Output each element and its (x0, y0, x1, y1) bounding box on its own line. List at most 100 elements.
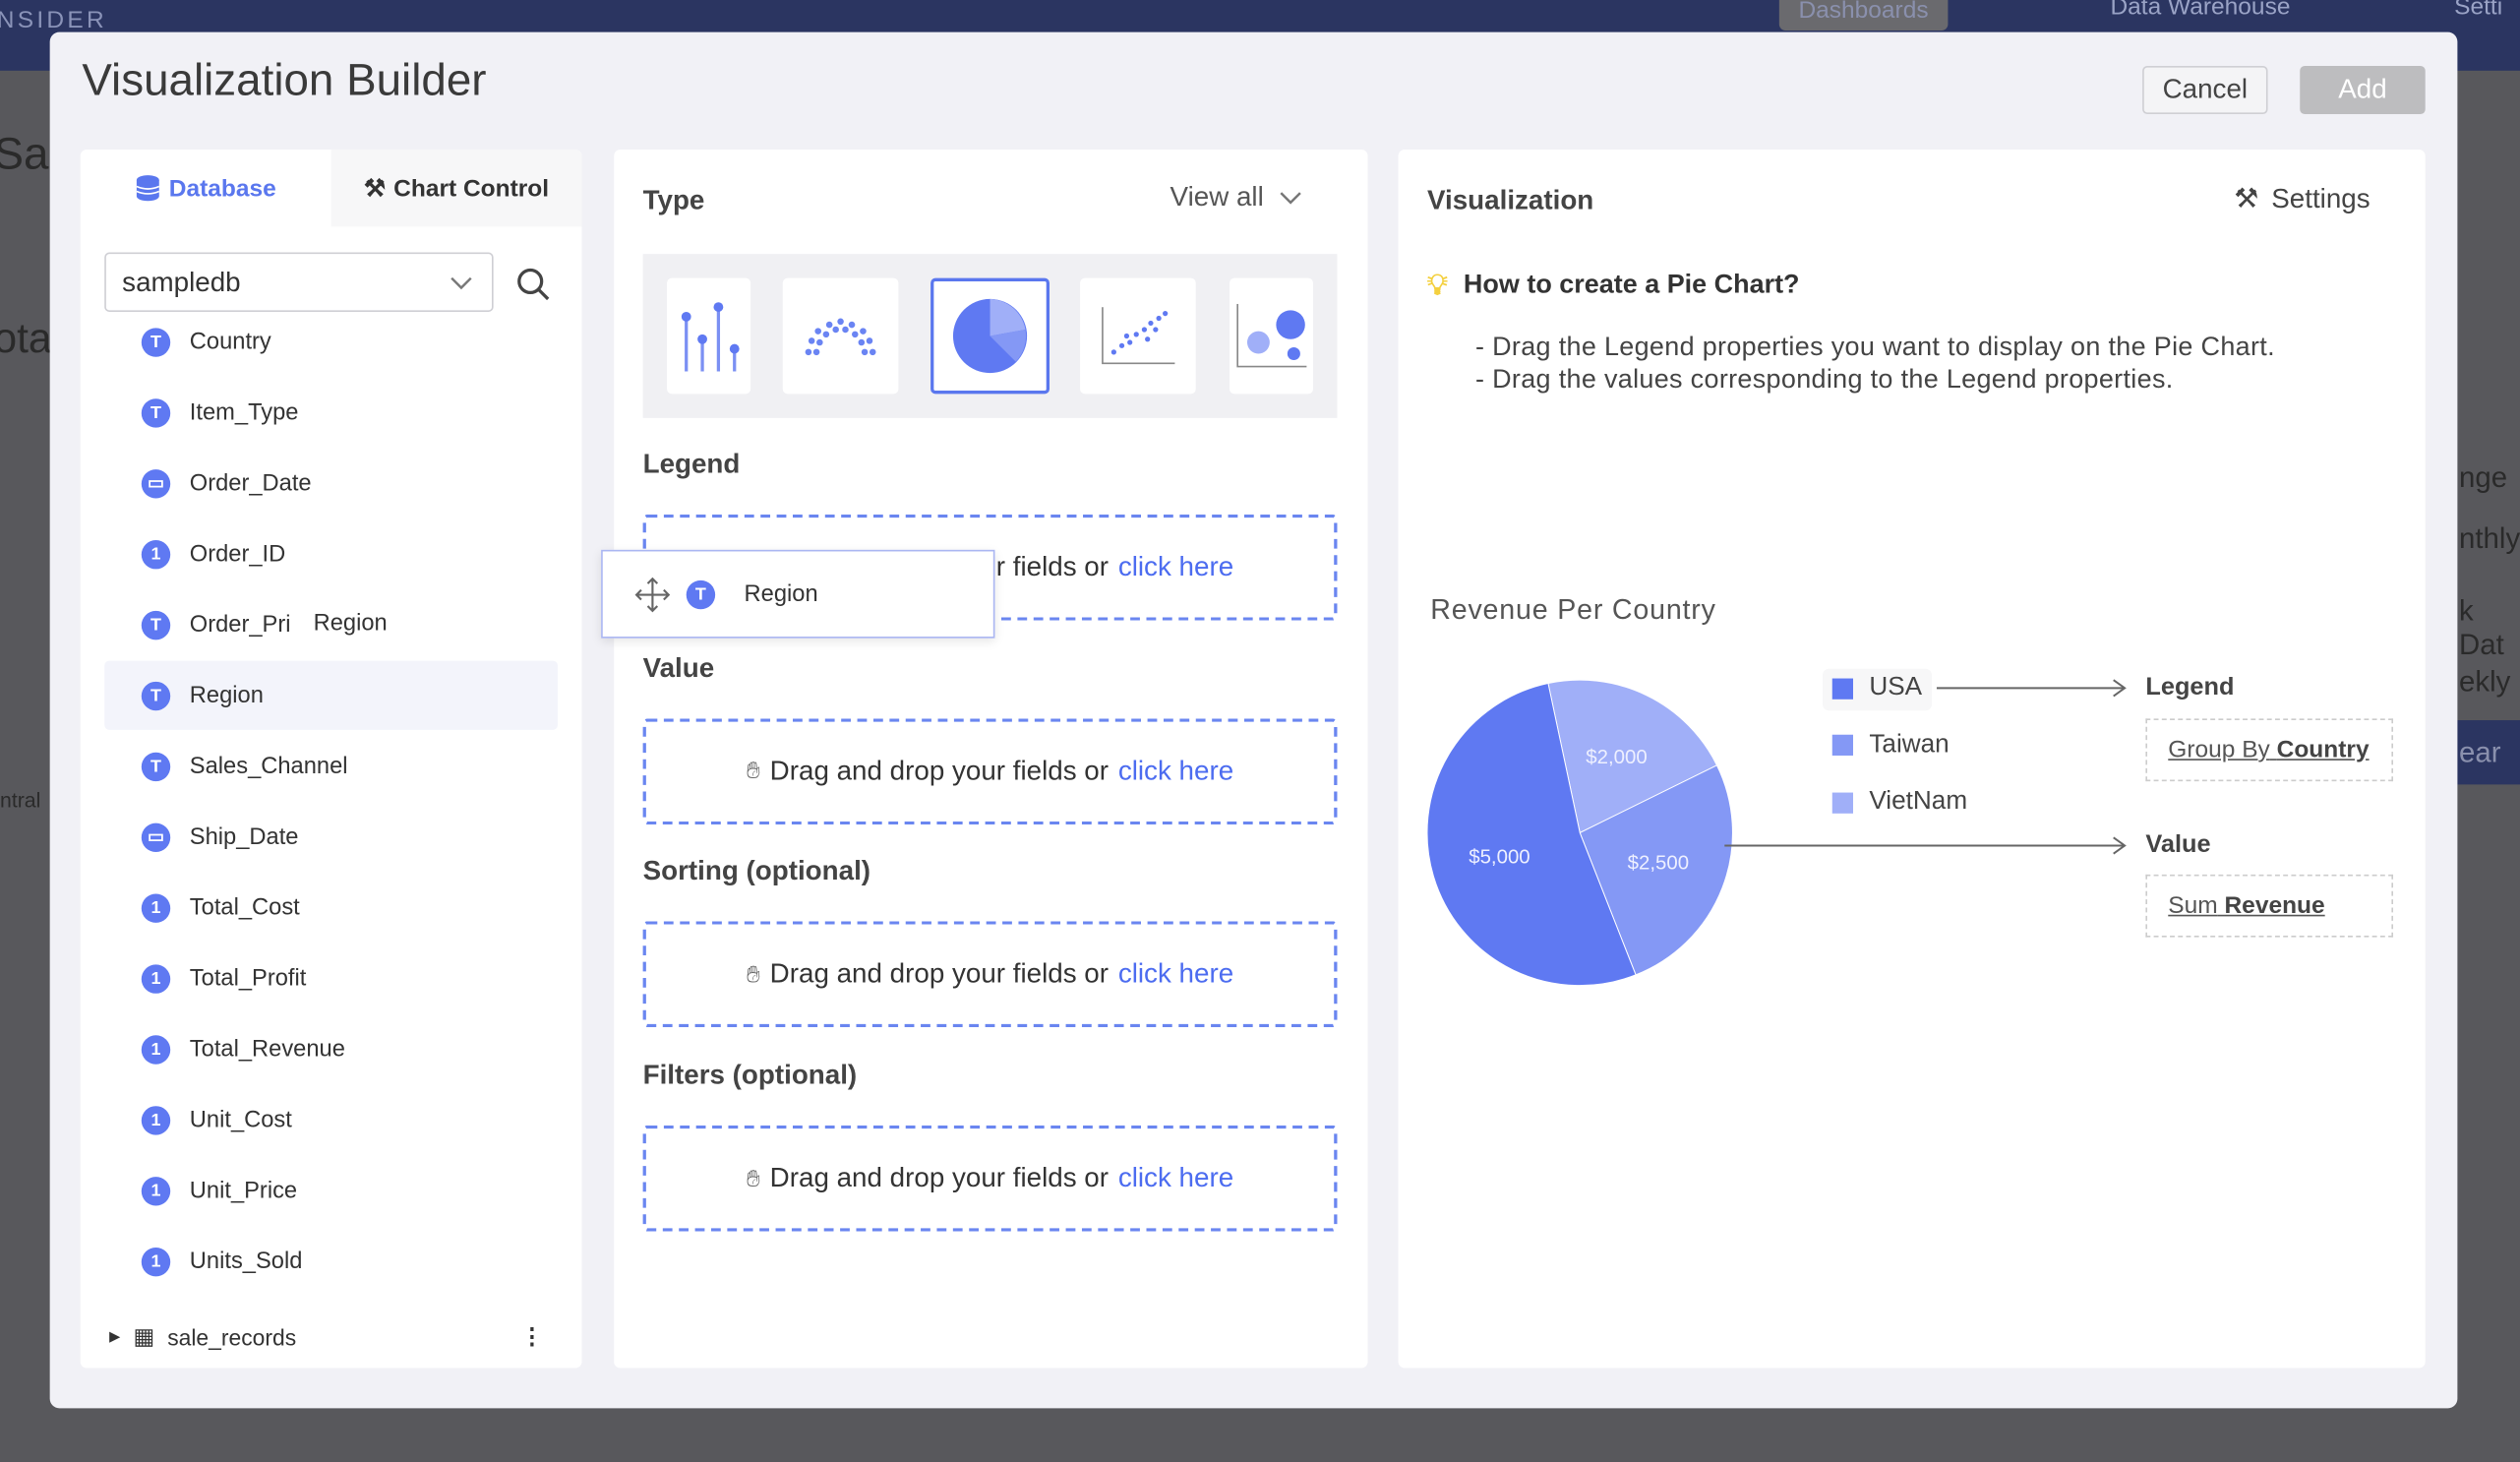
click-here-link[interactable]: click here (1117, 1162, 1234, 1193)
search-icon[interactable] (516, 267, 552, 302)
nav-settings[interactable]: Setti (2454, 0, 2503, 22)
number-type-icon: 1 (141, 963, 171, 993)
field-item[interactable]: 1 Total_Cost (104, 873, 558, 942)
pie-slice-taiwan[interactable] (1579, 764, 1733, 976)
drag-ghost-label: Region (744, 580, 818, 607)
field-name: Unit_Cost (189, 1107, 292, 1133)
field-item[interactable]: 1 Order_ID (104, 519, 558, 588)
chevron-down-icon (450, 276, 472, 290)
drop-zone-text: Drag and drop your fields or (769, 755, 1110, 786)
section-label: Legend (642, 448, 741, 479)
field-name: Total_Profit (189, 965, 307, 992)
database-select[interactable]: sampledb (104, 252, 494, 312)
field-item[interactable]: T Item_Type (104, 378, 558, 447)
field-item[interactable]: T Country (104, 307, 558, 376)
cancel-button[interactable]: Cancel (2142, 65, 2268, 115)
view-all-label: View all (1170, 181, 1264, 213)
click-here-link[interactable]: click here (1117, 551, 1234, 582)
configuration-panel: Type View all Legend ✋︎ Drag and drop your… (614, 149, 1368, 1369)
field-item[interactable]: 1 Unit_Price (104, 1156, 558, 1225)
table-item[interactable]: ▶ ▦ sale_records ⋮ (109, 1323, 543, 1351)
field-item[interactable]: ▭ Order_Date (104, 449, 558, 518)
field-item[interactable]: 1 Unit_Cost (104, 1085, 558, 1154)
number-type-icon: 1 (141, 1176, 171, 1205)
drag-ghost[interactable]: T Region (601, 549, 995, 639)
group-by-field: Country (2276, 736, 2370, 764)
field-item[interactable]: 1 Total_Profit (104, 944, 558, 1012)
chart-type-lollipop[interactable] (667, 277, 751, 395)
sum-text: Sum (2168, 891, 2218, 920)
group-by-text: Group By (2168, 736, 2270, 764)
section-label: Sorting (optional) (642, 855, 871, 886)
chart-type-parliament[interactable] (782, 277, 899, 395)
bg-text: nthly (2459, 522, 2520, 555)
view-all-button[interactable]: View all (1170, 182, 1302, 214)
more-icon[interactable]: ⋮ (520, 1322, 544, 1349)
field-name: Total_Cost (189, 894, 300, 921)
visualization-title: Visualization (1426, 184, 1594, 215)
click-here-link[interactable]: click here (1117, 958, 1234, 990)
text-type-icon: T (141, 610, 171, 640)
number-type-icon: 1 (141, 539, 171, 569)
table-icon: ▦ (133, 1322, 155, 1349)
tab-label: Chart Control (393, 174, 550, 203)
drop-zone-text: Drag and drop your fields or (769, 958, 1110, 990)
drag-tooltip: Region (310, 610, 390, 638)
chevron-down-icon (1280, 191, 1302, 204)
lollipop-chart-icon (681, 302, 740, 372)
tab-chart-control[interactable]: ⚒ Chart Control (330, 149, 582, 227)
tab-database[interactable]: Database (81, 150, 331, 226)
move-icon (634, 576, 671, 612)
database-icon (136, 175, 160, 202)
chart-title: Revenue Per Country (1430, 592, 1716, 626)
visualization-builder-modal: Visualization Builder Cancel Add Databas… (49, 31, 2458, 1409)
legend-swatch (1831, 734, 1854, 756)
pie-slice-vietnam[interactable] (1547, 679, 1718, 834)
section-label: Value (642, 651, 715, 683)
database-value: sampledb (122, 267, 241, 298)
number-type-icon: 1 (141, 1034, 171, 1064)
pie-chart: $2,000 $2,500 $5,000 (1426, 679, 1733, 987)
field-item[interactable]: 1 Total_Revenue (104, 1014, 558, 1083)
hand-icon: ✋︎ (746, 757, 760, 785)
tab-label: Database (168, 174, 276, 203)
bg-text: ota (0, 313, 52, 362)
settings-button[interactable]: ⚒ Settings (2234, 183, 2370, 215)
field-name: Unit_Price (189, 1177, 298, 1204)
settings-label: Settings (2271, 183, 2370, 214)
howto-step: - Drag the Legend properties you want to… (1475, 333, 2275, 362)
field-item[interactable]: 1 Units_Sold (104, 1227, 558, 1296)
bg-text: ekly (2459, 665, 2511, 699)
table-name: sale_records (167, 1323, 297, 1350)
chart-type-picker (642, 254, 1338, 418)
pie-slice-usa[interactable] (1426, 682, 1637, 987)
bubble-chart-icon (1236, 303, 1307, 368)
legend-label: Taiwan (1869, 730, 1950, 759)
click-here-link[interactable]: click here (1117, 755, 1234, 786)
nav-data-warehouse[interactable]: Data Warehouse (2110, 0, 2291, 22)
nav-dashboards[interactable]: Dashboards (1778, 0, 1949, 31)
add-button[interactable]: Add (2300, 65, 2426, 115)
field-name: Order_ID (189, 540, 286, 567)
bg-text: ear (2459, 736, 2501, 769)
chart-type-bubble[interactable] (1230, 277, 1313, 395)
text-type-icon: T (141, 327, 171, 356)
chart-type-pie[interactable] (930, 277, 1050, 395)
data-source-panel: Database ⚒ Chart Control sampledb T Count… (80, 149, 582, 1369)
field-name: Region (189, 682, 264, 708)
modal-title: Visualization Builder (82, 54, 487, 105)
legend-item: VietNam (1831, 788, 1967, 817)
bg-text: k Dat (2459, 594, 2504, 661)
chart-type-scatter[interactable] (1080, 277, 1196, 395)
field-item[interactable]: T Sales_Channel (104, 731, 558, 800)
field-name: Total_Revenue (189, 1036, 345, 1063)
bg-text: ntral (0, 787, 41, 813)
hand-icon: ✋︎ (746, 1164, 760, 1192)
field-item[interactable]: T Order_Pri (104, 590, 558, 659)
howto-title: How to create a Pie Chart? (1463, 270, 1800, 299)
field-item[interactable]: ▭ Ship_Date (104, 802, 558, 871)
field-item[interactable]: T Region (104, 660, 558, 730)
